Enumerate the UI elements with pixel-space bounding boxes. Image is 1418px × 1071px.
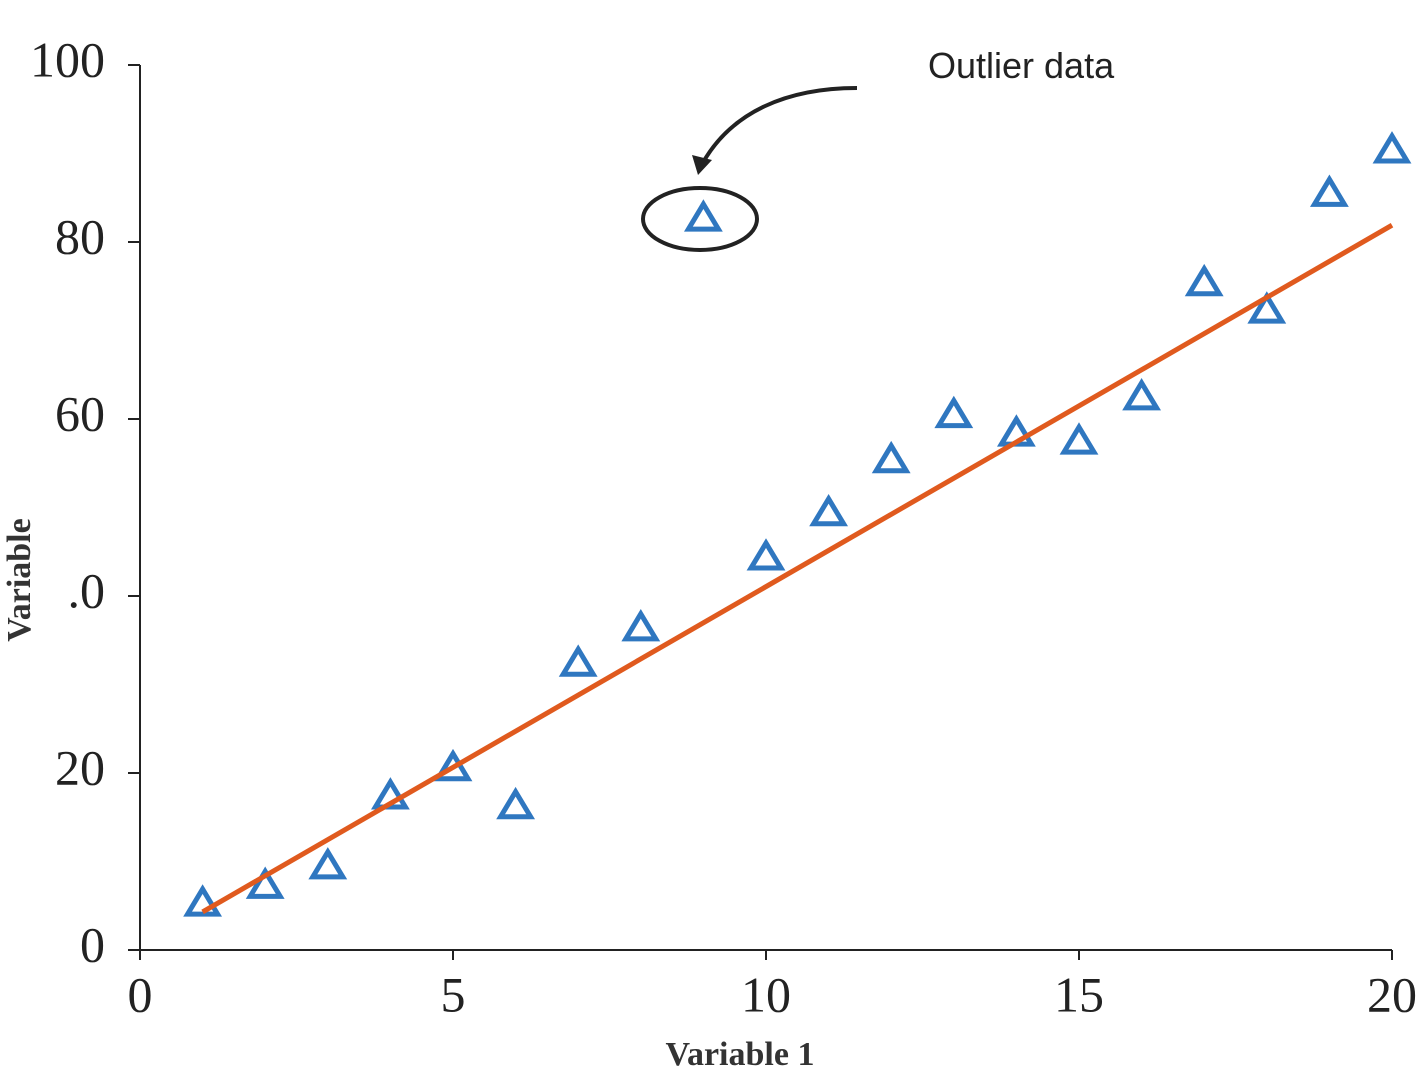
y-tick-label: 0 (80, 916, 105, 972)
x-tick-label: 5 (441, 966, 466, 1022)
x-axis-label: Variable 1 (666, 1036, 815, 1071)
point (871, 440, 911, 474)
point (809, 493, 849, 527)
outlier-ellipse (641, 186, 759, 252)
annotation: Outlier data (928, 45, 1115, 86)
x-tick-label: 20 (1367, 966, 1417, 1022)
point (245, 866, 285, 899)
point (183, 884, 223, 917)
point (934, 395, 974, 429)
point (1122, 378, 1162, 411)
point (621, 609, 661, 642)
trend-line (201, 223, 1394, 915)
y-axis-label: Variable (1, 518, 38, 641)
point (1247, 291, 1287, 324)
point (1184, 263, 1224, 297)
y-tick-label: 100 (30, 31, 105, 87)
y-tick-label: .0 (68, 562, 106, 618)
arrow-head (692, 155, 712, 175)
x-tick-label: 0 (128, 966, 153, 1022)
y-tick-label: 60 (55, 385, 105, 441)
point (308, 847, 348, 880)
point (370, 777, 410, 810)
point (1372, 131, 1412, 164)
point (1309, 174, 1349, 207)
point (1059, 422, 1099, 455)
point (683, 199, 723, 232)
point (496, 786, 536, 820)
y-tick-label: 20 (55, 739, 105, 795)
point (558, 644, 598, 677)
point (746, 538, 786, 571)
x-tick-label: 10 (741, 966, 791, 1022)
annotation-arrow (698, 86, 858, 169)
point (433, 748, 473, 782)
y-tick-label: 80 (55, 208, 105, 264)
x-tick-label: 15 (1054, 966, 1104, 1022)
